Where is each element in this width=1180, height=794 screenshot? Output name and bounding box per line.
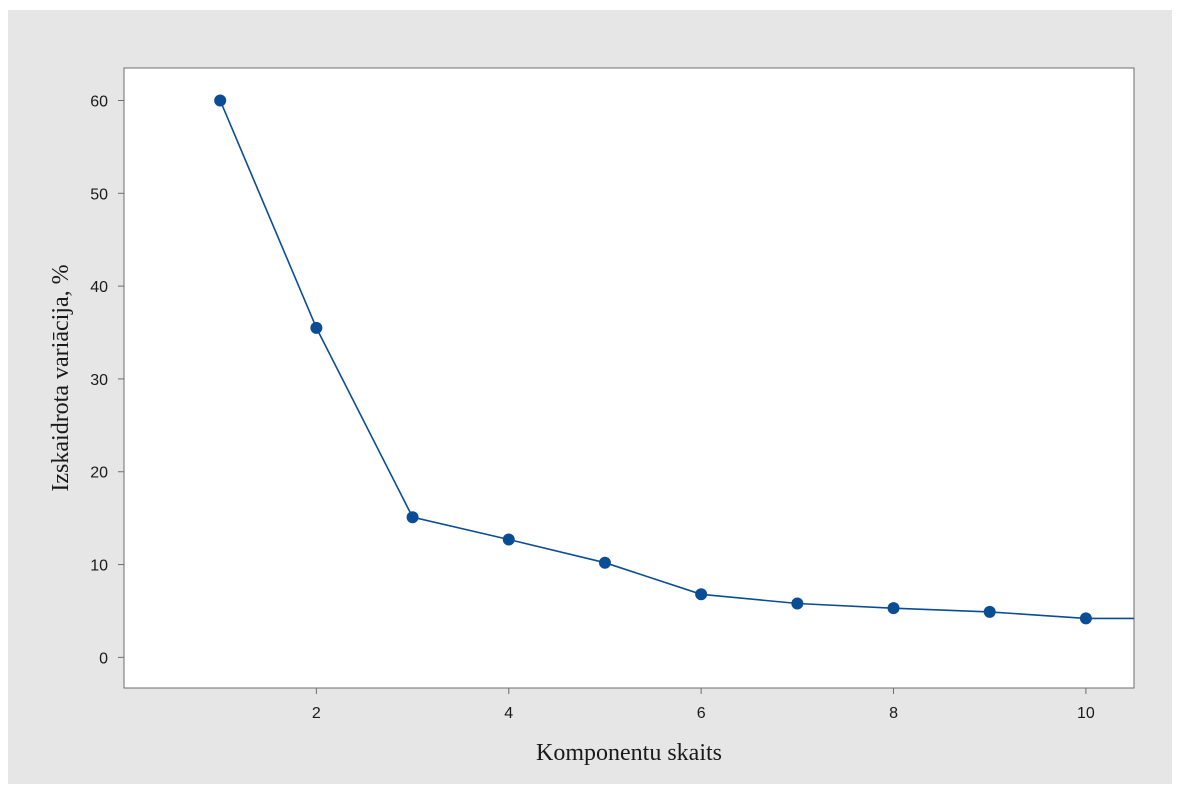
data-point <box>887 602 900 615</box>
plot-area <box>123 67 1135 689</box>
data-point <box>214 94 227 107</box>
x-axis-title: Komponentu skaits <box>536 740 722 766</box>
x-tick-label: 10 <box>1077 705 1095 722</box>
y-axis-ticks: 0 10 20 30 40 50 60 <box>90 93 124 667</box>
data-point <box>1079 612 1092 625</box>
x-axis-ticks: 2 4 6 8 10 <box>312 688 1095 722</box>
points-layer <box>214 94 1092 625</box>
y-tick-label: 30 <box>90 372 108 389</box>
data-point <box>502 533 515 546</box>
data-point <box>310 321 323 334</box>
y-tick-label: 50 <box>90 186 108 203</box>
y-tick-label: 10 <box>90 558 108 575</box>
data-point <box>406 511 419 524</box>
y-axis-title: Izskaidrota variācija, % <box>48 264 74 491</box>
y-tick-label: 20 <box>90 465 108 482</box>
y-tick-label: 0 <box>99 650 108 667</box>
data-point <box>598 556 611 569</box>
x-tick-label: 8 <box>889 705 898 722</box>
data-point <box>695 588 708 601</box>
y-tick-label: 60 <box>90 93 108 110</box>
x-tick-label: 4 <box>504 705 513 722</box>
y-tick-label: 40 <box>90 279 108 296</box>
x-tick-label: 6 <box>697 705 706 722</box>
x-tick-label: 2 <box>312 705 321 722</box>
data-point <box>983 605 996 618</box>
data-point <box>791 597 804 610</box>
